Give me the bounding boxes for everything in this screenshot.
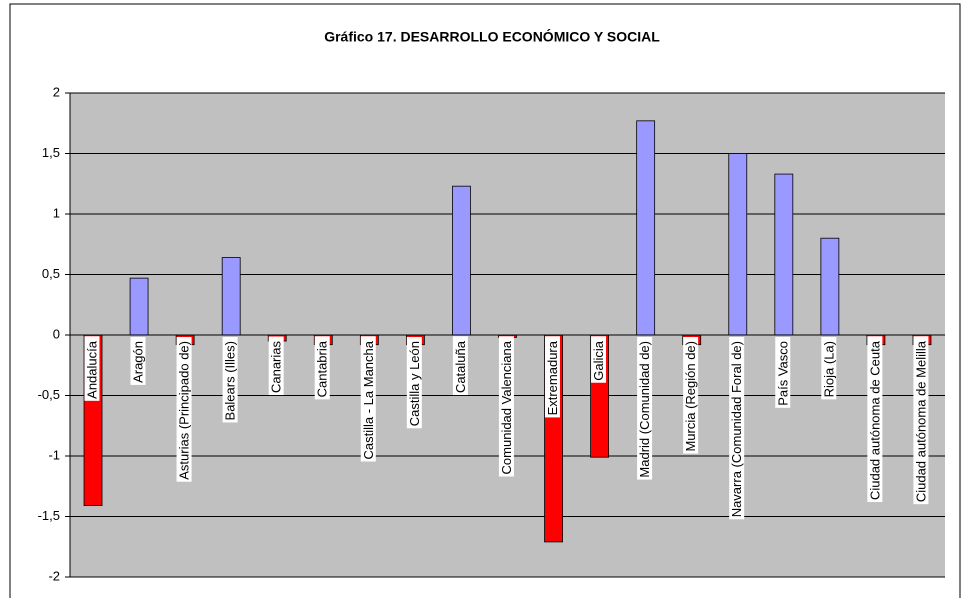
y-tick-label: -2 — [48, 568, 60, 583]
x-tick-label: Castilla y León — [407, 341, 422, 426]
x-label-background — [498, 336, 514, 477]
x-label-background — [591, 336, 607, 383]
x-tick-label: Andalucía — [84, 340, 99, 399]
y-tick-label: -0,5 — [38, 387, 60, 402]
x-label-background — [406, 337, 422, 429]
x-tick-label: Comunidad Valenciana — [499, 340, 514, 474]
x-label-background — [637, 337, 653, 480]
x-label-background — [130, 337, 146, 385]
x-label-background — [544, 336, 560, 418]
y-tick-label: 1,5 — [42, 145, 60, 160]
x-tick-label: Ciudad autónoma de Melilla — [913, 340, 928, 502]
x-label-background — [314, 336, 330, 400]
bar — [636, 120, 656, 336]
bar — [820, 237, 840, 336]
bar — [129, 277, 149, 336]
x-tick-label: Canarias — [269, 341, 284, 394]
bar — [452, 185, 471, 336]
x-label-background — [452, 336, 468, 396]
x-tick-label: Madrid (Comunidad de) — [637, 341, 652, 478]
x-tick-label: Galicia — [591, 340, 606, 381]
x-label-background — [913, 336, 929, 505]
x-tick-label: Castilla - La Mancha — [361, 340, 376, 459]
x-label-background — [222, 337, 238, 423]
x-tick-label: Aragón — [131, 341, 146, 383]
x-label-background — [729, 337, 745, 520]
chart-title: Gráfico 17. DESARROLLO ECONÓMICO Y SOCIA… — [324, 28, 660, 45]
bar — [774, 173, 794, 336]
y-tick-label: 0 — [53, 326, 60, 341]
x-label-background — [867, 336, 883, 503]
x-label-background — [84, 336, 100, 401]
x-tick-label: Rioja (La) — [821, 341, 836, 397]
x-label-background — [821, 337, 837, 400]
x-label-background — [176, 337, 192, 482]
x-tick-label: Cataluña — [453, 340, 468, 393]
x-label-background — [775, 337, 791, 408]
bar — [221, 257, 241, 336]
x-tick-label: Navarra (Comunidad Foral de) — [729, 341, 744, 517]
x-label-background — [268, 336, 284, 396]
x-tick-label: Balears (Illes) — [223, 341, 238, 420]
x-label-background — [683, 337, 699, 454]
x-tick-label: Asturias (Principado de) — [177, 341, 192, 480]
y-tick-label: 1 — [53, 205, 60, 220]
x-tick-label: Extremadura — [545, 340, 560, 415]
y-tick-label: 2 — [53, 84, 60, 99]
y-tick-label: -1,5 — [38, 508, 60, 523]
y-tick-label: -1 — [48, 447, 60, 462]
bar — [728, 153, 748, 336]
x-tick-label: Ciudad autónoma de Ceuta — [867, 340, 882, 500]
x-tick-label: Cantabria — [315, 340, 330, 397]
y-tick-label: 0,5 — [42, 266, 60, 281]
x-tick-label: País Vasco — [775, 341, 790, 406]
x-label-background — [360, 336, 376, 462]
x-tick-label: Murcia (Región de) — [683, 341, 698, 452]
